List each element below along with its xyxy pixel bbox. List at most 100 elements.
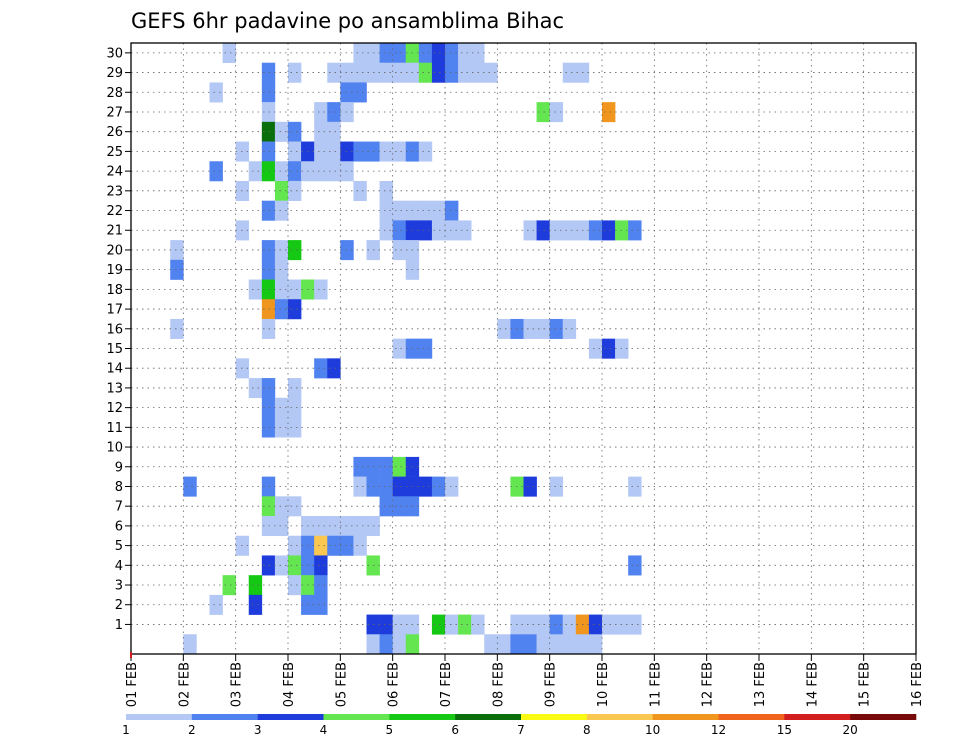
heatmap-cell — [209, 594, 223, 615]
heatmap-cell — [523, 614, 537, 635]
y-tick-label: 5 — [115, 539, 123, 554]
legend-label: 20 — [843, 723, 858, 737]
heatmap-cell — [314, 358, 328, 379]
heatmap-cell — [379, 200, 393, 221]
heatmap-cell — [314, 141, 328, 162]
y-tick-label: 24 — [106, 165, 123, 180]
heatmap-cell — [288, 378, 302, 399]
heatmap-cell — [248, 594, 263, 615]
heatmap-cell — [327, 535, 341, 556]
x-tick-label: 12 FEB — [701, 662, 716, 707]
x-axis: 01 FEB 02 FEB 03 FEB 04 FEB 05 FEB 06 FEB 07 F… — [125, 652, 925, 707]
y-tick-label: 27 — [106, 105, 123, 120]
heatmap-cell — [340, 62, 354, 83]
legend-swatch — [191, 714, 258, 720]
heatmap-cell — [536, 614, 550, 635]
heatmap-cell — [274, 279, 289, 300]
heatmap-cell — [602, 102, 616, 123]
heatmap-cell — [248, 575, 263, 596]
heatmap-cell — [431, 43, 446, 64]
x-tick-label: 02 FEB — [177, 662, 192, 707]
x-tick-label: 15 FEB — [858, 662, 873, 707]
heatmap-cell — [170, 240, 184, 261]
heatmap-cell — [222, 575, 236, 596]
heatmap-cell — [183, 476, 197, 497]
heatmap-cell — [327, 102, 341, 123]
heatmap-cell — [274, 397, 289, 418]
legend-swatch — [784, 714, 851, 720]
heatmap-cell — [523, 476, 537, 497]
heatmap-cell — [340, 141, 354, 162]
heatmap-cell — [392, 634, 407, 655]
heatmap-cell — [353, 516, 367, 537]
heatmap-cell — [445, 614, 459, 635]
heatmap-cell — [340, 516, 354, 537]
chart-title: GEFS 6hr padavine po ansamblima Bihac — [131, 9, 564, 33]
heatmap-cell — [484, 634, 498, 655]
x-tick-label: 07 FEB — [439, 662, 454, 707]
heatmap-cell — [170, 318, 184, 339]
y-tick-label: 17 — [106, 303, 123, 318]
heatmap-cell — [353, 43, 367, 64]
heatmap-cell — [392, 141, 407, 162]
heatmap-cell — [418, 220, 433, 241]
heatmap-cell — [431, 200, 446, 221]
heatmap-cell — [523, 318, 537, 339]
heatmap-cell — [288, 121, 302, 142]
heatmap-cell — [418, 200, 433, 221]
legend-label: 6 — [451, 723, 459, 737]
heatmap-cell — [431, 220, 446, 241]
heatmap-cell — [628, 555, 642, 576]
heatmap-cell — [379, 614, 393, 635]
heatmap-cell — [562, 614, 577, 635]
x-tick-label: 05 FEB — [334, 662, 349, 707]
heatmap-cell — [288, 535, 302, 556]
heatmap-cell — [340, 535, 354, 556]
heatmap-cell — [340, 161, 354, 182]
legend-swatch — [718, 714, 785, 720]
heatmap-cell — [458, 614, 472, 635]
plot-frame — [130, 42, 917, 655]
color-legend: 1 2 3 4 5 6 7 8 10 12 15 20 — [122, 714, 917, 737]
heatmap-cell — [458, 220, 472, 241]
y-tick-label: 11 — [106, 421, 123, 436]
heatmap-cell — [392, 614, 407, 635]
heatmap-cell — [431, 614, 446, 635]
heatmap-cell — [288, 62, 302, 83]
heatmap-cell — [431, 62, 446, 83]
heatmap-cell — [392, 43, 407, 64]
heatmap-cell — [497, 318, 511, 339]
heatmap-cell — [288, 397, 302, 418]
heatmap-cell — [274, 259, 289, 280]
x-tick-label: 03 FEB — [230, 662, 245, 707]
legend-swatch — [521, 714, 588, 720]
heatmap-cell — [366, 634, 380, 655]
heatmap-cell — [484, 62, 498, 83]
heatmap-cell — [602, 220, 616, 241]
heatmap-cell — [274, 161, 289, 182]
heatmap-cell — [628, 476, 642, 497]
heatmap-cell — [274, 200, 289, 221]
heatmap-cell — [458, 43, 472, 64]
y-tick-label: 15 — [106, 342, 123, 357]
heatmap-cell — [379, 180, 393, 201]
heatmap-cell — [588, 220, 603, 241]
heatmap-cell — [288, 240, 302, 261]
heatmap-cell — [418, 43, 433, 64]
heatmap-cell — [288, 555, 302, 576]
heatmap-cell — [392, 62, 407, 83]
y-tick-label: 19 — [106, 263, 123, 278]
heatmap-cell — [562, 62, 577, 83]
heatmap-cell — [379, 141, 393, 162]
y-tick-label: 12 — [106, 401, 123, 416]
legend-label: 5 — [386, 723, 394, 737]
heatmap-cell — [288, 141, 302, 162]
y-tick-label: 25 — [106, 145, 123, 160]
heatmap-cell — [379, 43, 393, 64]
legend-swatch — [455, 714, 522, 720]
legend-label: 7 — [517, 723, 525, 737]
y-tick-label: 16 — [106, 322, 123, 337]
heatmap-cell — [392, 476, 407, 497]
heatmap-cell — [248, 378, 263, 399]
heatmap-cell — [602, 338, 616, 359]
